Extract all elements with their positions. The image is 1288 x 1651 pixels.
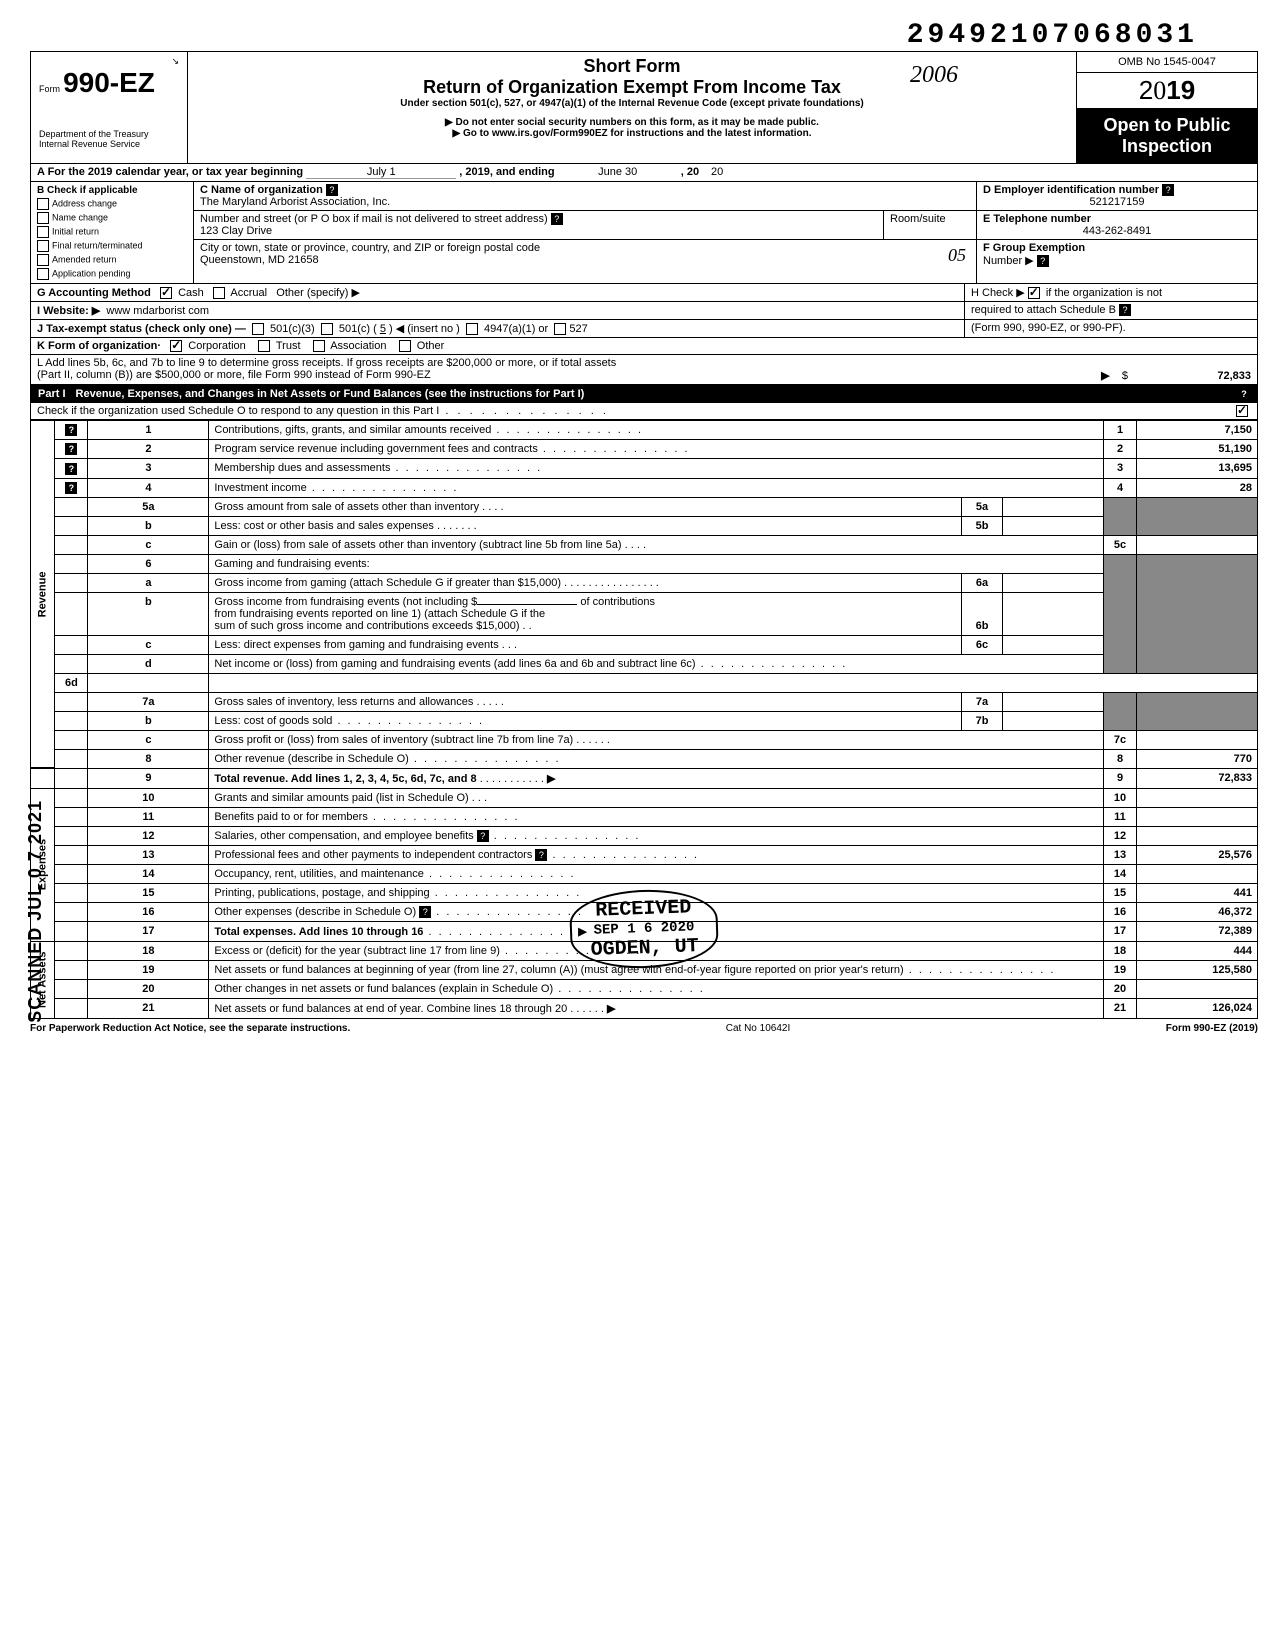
- handwritten-year: 2006: [910, 62, 958, 89]
- line-g-h: G Accounting Method Cash Accrual Other (…: [30, 284, 1258, 302]
- gross-receipts: 72,833: [1131, 370, 1251, 382]
- ssn-warning: ▶ Do not enter social security numbers o…: [196, 117, 1068, 128]
- help-icon[interactable]: ?: [551, 213, 563, 225]
- line-8-amount: 770: [1137, 749, 1258, 768]
- line-21-amount: 126,024: [1137, 998, 1258, 1018]
- line-13-amount: 25,576: [1137, 845, 1258, 864]
- checkbox-corporation[interactable]: [170, 340, 182, 352]
- form-number: 990-EZ: [63, 67, 155, 98]
- help-icon[interactable]: ?: [1162, 184, 1174, 196]
- dept-irs: Internal Revenue Service: [39, 139, 179, 149]
- line-16-amount: 46,372: [1137, 902, 1258, 921]
- help-icon[interactable]: ?: [1119, 304, 1131, 316]
- form-header: ↘ Form 990-EZ Department of the Treasury…: [30, 51, 1258, 164]
- org-city: Queenstown, MD 21658: [200, 254, 319, 266]
- tax-year: 20201919: [1077, 73, 1257, 109]
- line-1-amount: 7,150: [1137, 421, 1258, 440]
- help-icon[interactable]: ?: [1037, 255, 1049, 267]
- document-stamp-number: 29492107068031: [30, 20, 1258, 51]
- telephone: 443-262-8491: [983, 225, 1251, 237]
- checkbox-cash[interactable]: [160, 287, 172, 299]
- line-l-gross-receipts: L Add lines 5b, 6c, and 7b to line 9 to …: [30, 355, 1258, 385]
- help-icon[interactable]: ?: [419, 906, 431, 918]
- line-i-website: I Website: ▶ www mdarborist com required…: [30, 302, 1258, 320]
- checkbox-association[interactable]: [313, 340, 325, 352]
- checkbox-address-change[interactable]: [37, 198, 49, 210]
- lines-table: Revenue ? 1 Contributions, gifts, grants…: [30, 420, 1258, 1019]
- checkbox-527[interactable]: [554, 323, 566, 335]
- org-name: The Maryland Arborist Association, Inc.: [200, 196, 390, 208]
- help-icon[interactable]: ?: [65, 482, 77, 494]
- part-1-header: Part I Revenue, Expenses, and Changes in…: [30, 385, 1258, 403]
- ein: 521217159: [983, 196, 1251, 208]
- help-icon[interactable]: ?: [65, 463, 77, 475]
- revenue-section-label: Revenue: [31, 421, 55, 768]
- handwritten-05: 05: [948, 245, 966, 266]
- help-icon[interactable]: ?: [535, 849, 547, 861]
- help-icon[interactable]: ?: [477, 830, 489, 842]
- checkbox-4947a1[interactable]: [466, 323, 478, 335]
- checkbox-application-pending[interactable]: [37, 268, 49, 280]
- line-a-tax-year: A For the 2019 calendar year, or tax yea…: [30, 164, 1258, 182]
- form-prefix: Form: [39, 84, 60, 94]
- checkbox-final-return[interactable]: [37, 240, 49, 252]
- line-19-amount: 125,580: [1137, 960, 1258, 979]
- room-suite: Room/suite: [883, 211, 976, 239]
- org-info-block: B Check if applicable Address change Nam…: [30, 182, 1258, 284]
- checkbox-501c3[interactable]: [252, 323, 264, 335]
- footer: For Paperwork Reduction Act Notice, see …: [30, 1019, 1258, 1034]
- checkbox-name-change[interactable]: [37, 212, 49, 224]
- scanned-stamp: SCANNED JUL 0 7 2021: [25, 800, 46, 1023]
- website: www mdarborist com: [106, 305, 209, 317]
- help-icon[interactable]: ?: [326, 184, 338, 196]
- line-j-tax-exempt: J Tax-exempt status (check only one) — 5…: [30, 320, 1258, 338]
- line-15-amount: 441: [1137, 883, 1258, 902]
- dept-treasury: Department of the Treasury: [39, 129, 179, 139]
- goto-instructions: ▶ Go to www.irs.gov/Form990EZ for instru…: [196, 128, 1068, 139]
- part-1-schedule-o-check: Check if the organization used Schedule …: [30, 403, 1258, 420]
- checkbox-accrual[interactable]: [213, 287, 225, 299]
- checkbox-501c[interactable]: [321, 323, 333, 335]
- line-3-amount: 13,695: [1137, 459, 1258, 478]
- section-b-checkboxes: B Check if applicable Address change Nam…: [31, 182, 194, 283]
- help-icon[interactable]: ?: [65, 443, 77, 455]
- line-k-form-org: K Form of organization· Corporation Trus…: [30, 338, 1258, 355]
- line-17-total-expenses: 72,389: [1137, 921, 1258, 941]
- line-2-amount: 51,190: [1137, 440, 1258, 459]
- checkbox-initial-return[interactable]: [37, 226, 49, 238]
- checkbox-trust[interactable]: [258, 340, 270, 352]
- form-subtitle: Under section 501(c), 527, or 4947(a)(1)…: [196, 98, 1068, 109]
- checkbox-other[interactable]: [399, 340, 411, 352]
- line-9-total-revenue: 72,833: [1137, 768, 1258, 788]
- checkbox-schedule-o-used[interactable]: [1236, 405, 1248, 417]
- help-icon[interactable]: ?: [65, 424, 77, 436]
- line-18-amount: 444: [1137, 941, 1258, 960]
- line-4-amount: 28: [1137, 478, 1258, 497]
- help-icon[interactable]: ?: [1238, 388, 1250, 400]
- checkbox-schedule-b-not-required[interactable]: [1028, 287, 1040, 299]
- org-street: 123 Clay Drive: [200, 225, 272, 237]
- checkbox-amended-return[interactable]: [37, 254, 49, 266]
- open-to-public: Open to PublicInspection: [1077, 109, 1257, 163]
- omb-number: OMB No 1545-0047: [1077, 52, 1257, 73]
